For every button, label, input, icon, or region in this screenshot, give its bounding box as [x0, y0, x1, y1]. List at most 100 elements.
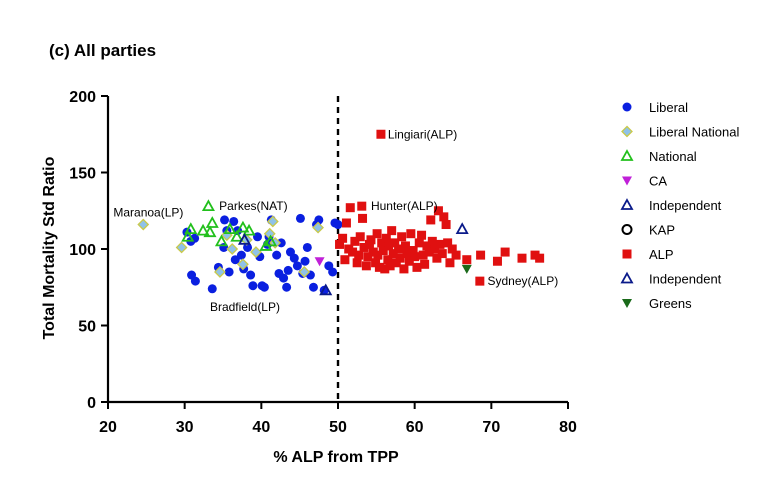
liberal-point: [190, 276, 200, 286]
national-point: [230, 229, 244, 242]
alp-point: [395, 253, 405, 263]
alp-point: [363, 252, 373, 262]
alp-point: [355, 232, 365, 242]
alp-point: [404, 256, 414, 266]
alp-point: [391, 258, 401, 268]
national-point: [196, 223, 210, 236]
alp-point: [441, 220, 451, 230]
liberal-point: [224, 267, 234, 277]
alp-point: [357, 201, 367, 211]
alp-point: [354, 250, 364, 260]
alp-point: [418, 250, 428, 260]
liberal-national-point: [237, 258, 249, 271]
liberal-national-point: [214, 266, 226, 278]
liberal-point: [279, 273, 289, 283]
liberal-point: [289, 253, 299, 263]
x-tick-label: 30: [176, 419, 194, 436]
legend-independent-label: Independent: [649, 272, 722, 287]
liberal-national-point: [226, 243, 239, 255]
alp-point: [445, 258, 455, 268]
y-tick-label: 150: [69, 166, 96, 183]
alp-point: [475, 276, 485, 286]
legend-kap-marker: [621, 224, 633, 235]
alp-point: [417, 230, 427, 240]
liberal-point: [282, 282, 292, 292]
x-tick-label: 20: [99, 419, 117, 436]
alp-point: [412, 262, 422, 272]
alp-point: [462, 255, 472, 265]
alp-point: [378, 246, 388, 256]
annotation-label: Sydney(ALP): [488, 274, 559, 288]
liberal-national-point: [298, 266, 311, 278]
liberal-point: [230, 255, 240, 265]
alp-point: [374, 262, 384, 272]
liberal-national-point: [175, 241, 188, 254]
y-tick-label: 50: [78, 319, 96, 336]
national-point: [201, 199, 215, 212]
alp-point: [406, 229, 416, 239]
liberal-point: [229, 216, 239, 226]
liberal-point: [272, 250, 282, 260]
y-axis-label: Total Mortality Std Ratio: [41, 156, 58, 339]
legend-ca-marker: [622, 176, 632, 186]
x-tick-label: 60: [406, 419, 424, 436]
legend-liberal-national-label: Liberal National: [649, 125, 739, 140]
legend-alp-label: ALP: [649, 247, 674, 262]
x-axis-label: % ALP from TPP: [273, 449, 399, 466]
alp-point: [399, 264, 409, 274]
legend-greens-label: Greens: [649, 296, 692, 311]
liberal-national-point: [266, 215, 279, 228]
chart-title: (c) All parties: [49, 41, 156, 60]
legend-greens-marker: [622, 299, 632, 308]
liberal-point: [207, 284, 217, 294]
legend: Liberal Liberal National National CA Indepen…: [620, 100, 739, 311]
legend-national-label: National: [649, 149, 697, 164]
alp-point: [476, 250, 486, 260]
legend-independent-marker: [620, 198, 634, 210]
y-tick-label: 100: [69, 242, 96, 259]
liberal-point: [283, 265, 293, 275]
liberal-national-point: [312, 221, 324, 234]
national-point: [203, 225, 217, 238]
annotation-label: Bradfield(LP): [210, 300, 280, 314]
liberal-point: [236, 250, 246, 260]
alp-point: [348, 247, 358, 257]
national-point: [264, 234, 278, 247]
liberal-point: [253, 232, 262, 242]
liberal-point: [333, 220, 343, 230]
liberal-point: [314, 215, 324, 225]
liberal-national-point: [137, 218, 150, 231]
national-point: [214, 234, 228, 247]
y-tick-label: 0: [87, 395, 96, 412]
alp-point: [432, 253, 442, 263]
alp-point: [426, 215, 436, 225]
national-point: [181, 229, 195, 242]
alp-point: [427, 236, 437, 246]
x-tick-label: 80: [559, 419, 577, 436]
independent-point: [237, 232, 251, 245]
x-tick-label: 50: [329, 419, 347, 436]
alp-point: [435, 239, 445, 249]
alp-point: [366, 235, 376, 245]
alp-point: [358, 213, 368, 223]
alp-point: [410, 252, 420, 262]
liberal-point: [259, 282, 269, 292]
alp-point: [402, 249, 412, 259]
national-point: [242, 223, 256, 236]
alp-point: [420, 259, 430, 269]
legend-independent-marker: [620, 271, 634, 284]
alp-point: [352, 258, 362, 268]
alp-point: [335, 239, 345, 249]
national-point: [184, 222, 198, 235]
alp-point: [439, 212, 449, 222]
legend-ca-label: CA: [649, 174, 667, 189]
legend-kap-label: KAP: [649, 223, 675, 238]
alp-point: [359, 242, 369, 252]
liberal-point: [248, 281, 258, 291]
liberal-point: [246, 270, 256, 280]
national-point: [205, 216, 219, 228]
alp-point: [408, 246, 418, 256]
alp-point: [385, 261, 395, 271]
y-tick-label: 200: [69, 89, 96, 106]
